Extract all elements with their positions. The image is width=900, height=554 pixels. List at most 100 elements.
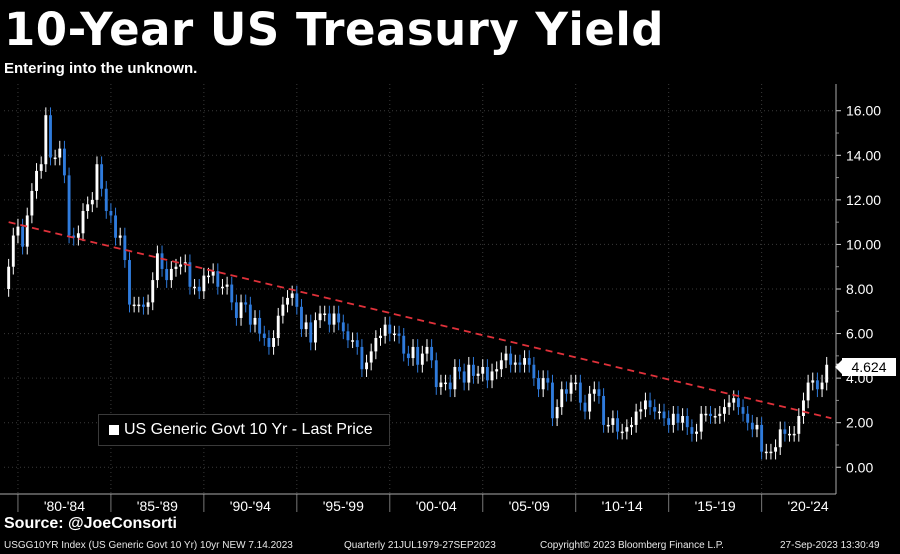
candle-body bbox=[304, 322, 308, 330]
candle-body bbox=[169, 268, 173, 281]
candle-body bbox=[578, 382, 582, 403]
candle-body bbox=[485, 366, 489, 381]
candle-body bbox=[39, 164, 43, 171]
candle-body bbox=[392, 333, 396, 336]
candle-body bbox=[685, 416, 689, 428]
candle-body bbox=[174, 266, 178, 269]
footer: USGG10YR Index (US Generic Govt 10 Yr) 1… bbox=[4, 540, 898, 551]
candle-body bbox=[276, 315, 280, 339]
chart-title: 10-Year US Treasury Yield bbox=[4, 3, 665, 56]
x-tick-label: '90-'94 bbox=[230, 498, 271, 514]
candle-body bbox=[527, 358, 531, 365]
yield-chart: 0.002.004.006.008.0010.0012.0014.0016.00… bbox=[0, 84, 881, 514]
candle-body bbox=[634, 411, 638, 425]
x-tick-label: '00-'04 bbox=[416, 498, 457, 514]
candle-body bbox=[736, 398, 740, 408]
candle-body bbox=[11, 235, 15, 267]
candle-body bbox=[188, 262, 192, 287]
y-tick-label: 0.00 bbox=[846, 459, 873, 475]
candle-body bbox=[639, 409, 643, 412]
x-tick-label: '80-'84 bbox=[44, 498, 85, 514]
axes bbox=[0, 84, 842, 512]
candle-body bbox=[718, 413, 722, 417]
candle-body bbox=[430, 346, 434, 361]
candle-body bbox=[100, 164, 104, 189]
candle-body bbox=[327, 313, 331, 325]
footer-timestamp: 27-Sep-2023 13:30:49 bbox=[780, 540, 880, 551]
candle-body bbox=[341, 322, 345, 332]
candle-body bbox=[365, 362, 368, 370]
footer-index: USGG10YR Index (US Generic Govt 10 Yr) 1… bbox=[4, 540, 293, 551]
candle-body bbox=[207, 275, 210, 278]
candle-body bbox=[662, 411, 666, 419]
x-tick-label: '20-'24 bbox=[788, 498, 829, 514]
candle-body bbox=[713, 416, 717, 418]
candle-body bbox=[151, 280, 155, 303]
legend: US Generic Govt 10 Yr - Last Price bbox=[98, 414, 390, 446]
candle-body bbox=[286, 297, 289, 305]
candle-body bbox=[95, 164, 99, 200]
candle-body bbox=[30, 190, 34, 216]
candle-body bbox=[820, 382, 824, 390]
candle-body bbox=[448, 382, 452, 390]
candle-body bbox=[234, 302, 238, 318]
y-tick-label: 12.00 bbox=[846, 192, 881, 208]
x-tick-label: '05-'09 bbox=[509, 498, 550, 514]
y-tick-label: 8.00 bbox=[846, 281, 873, 297]
candle-body bbox=[355, 340, 359, 347]
candle-body bbox=[625, 427, 629, 432]
candle-body bbox=[537, 378, 540, 390]
candle-body bbox=[318, 313, 322, 321]
candle-body bbox=[21, 226, 25, 247]
candle-body bbox=[806, 382, 810, 401]
candle-body bbox=[369, 351, 373, 363]
candle-body bbox=[462, 371, 466, 383]
candle-body bbox=[434, 360, 438, 388]
candle-body bbox=[495, 369, 499, 372]
candle-body bbox=[295, 293, 299, 307]
candle-body bbox=[555, 407, 559, 419]
candle-body bbox=[769, 451, 773, 454]
candle-body bbox=[179, 264, 183, 267]
candle-body bbox=[114, 215, 117, 238]
candle-body bbox=[374, 338, 378, 352]
candle-body bbox=[155, 253, 159, 281]
candle-body bbox=[146, 302, 150, 307]
candles bbox=[7, 107, 829, 460]
candle-body bbox=[25, 215, 29, 247]
candle-body bbox=[53, 157, 57, 160]
candle-body bbox=[16, 226, 20, 236]
trendline bbox=[8, 221, 832, 420]
candle-body bbox=[695, 431, 698, 434]
candle-body bbox=[439, 382, 443, 388]
candle-body bbox=[802, 400, 805, 417]
candle-body bbox=[704, 413, 708, 416]
candle-body bbox=[551, 382, 554, 419]
candle-body bbox=[420, 353, 424, 365]
footer-copyright: Copyright© 2023 Bloomberg Finance L.P. bbox=[540, 540, 724, 551]
candle-body bbox=[523, 358, 527, 365]
candle-body bbox=[62, 148, 66, 176]
candle-body bbox=[109, 211, 113, 216]
candle-body bbox=[160, 253, 164, 269]
legend-label: US Generic Govt 10 Yr - Last Price bbox=[124, 421, 373, 438]
candle-body bbox=[657, 411, 661, 414]
candle-body bbox=[90, 199, 94, 205]
candle-body bbox=[783, 429, 787, 434]
y-tick-label: 14.00 bbox=[846, 147, 881, 163]
candle-body bbox=[313, 320, 317, 343]
candle-body bbox=[104, 188, 108, 212]
candle-body bbox=[671, 413, 675, 425]
candle-body bbox=[709, 413, 712, 417]
candle-body bbox=[123, 235, 127, 261]
candle-body bbox=[35, 170, 38, 191]
candle-body bbox=[560, 389, 564, 408]
candle-body bbox=[406, 353, 410, 359]
candle-body bbox=[788, 433, 791, 436]
candle-body bbox=[630, 424, 633, 428]
y-tick-label: 2.00 bbox=[846, 415, 873, 431]
candle-body bbox=[723, 407, 726, 414]
candle-body bbox=[690, 427, 694, 434]
candle-body bbox=[499, 360, 503, 370]
